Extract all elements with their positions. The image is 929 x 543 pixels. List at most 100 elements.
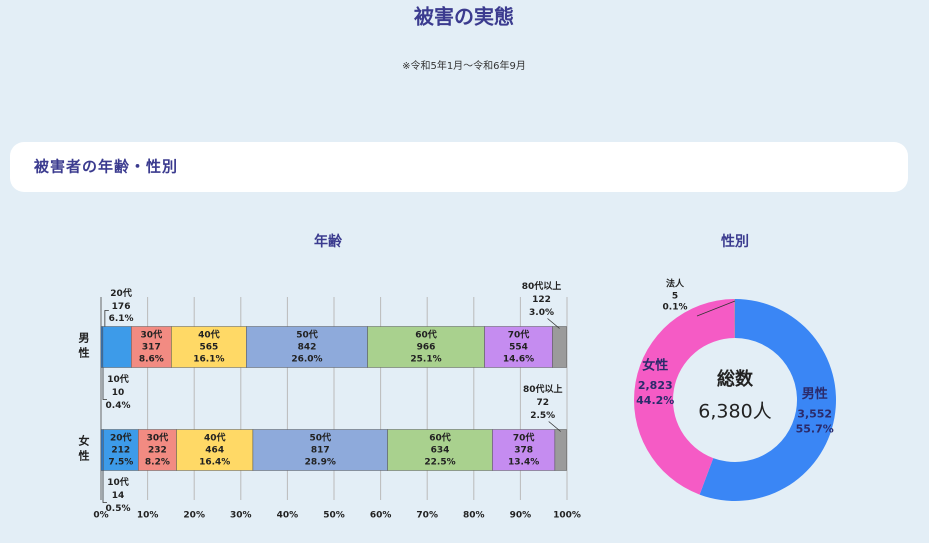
bar-segment [138,429,177,471]
segment-percent: 28.9% [305,458,336,468]
bar-segment [103,429,139,471]
leader-line [547,318,560,329]
slice-percent: 55.7% [796,422,834,435]
segment-percent: 13.4% [508,458,539,468]
segment-name: 20代 [110,432,132,444]
x-tick-label: 70% [416,511,438,521]
segment-percent: 2.5% [530,411,555,421]
x-tick-label: 90% [510,511,532,521]
category-label: 男性 [77,332,90,362]
segment-percent: 26.0% [291,355,322,365]
segment-percent: 6.1% [109,314,134,324]
leader-line [102,470,107,503]
segment-percent: 0.4% [106,401,131,411]
segment-count: 817 [311,446,330,456]
segment-count: 122 [532,295,551,305]
donut-slice [699,299,836,501]
slice-count: 3,552 [797,407,832,420]
bar-segment [484,326,553,368]
slice-name: 男性 [802,386,828,402]
segment-name: 50代 [309,432,331,444]
bar-segment [246,326,368,368]
slice-count: 5 [672,292,678,302]
segment-percent: 22.5% [424,458,455,468]
x-tick-label: 10% [137,511,159,521]
segment-count: 842 [298,343,317,353]
segment-name: 50代 [296,329,318,341]
x-tick-label: 100% [553,511,581,521]
segment-percent: 14.6% [503,355,534,365]
segment-count: 378 [514,446,533,456]
segment-percent: 25.1% [410,355,441,365]
segment-name: 70代 [513,432,535,444]
segment-count: 176 [112,302,131,312]
bar-segment [176,429,254,471]
segment-count: 464 [205,446,224,456]
segment-name: 60代 [429,432,451,444]
bar-segment [387,429,493,471]
bar-segment [100,326,104,368]
x-tick-label: 40% [277,511,299,521]
slice-percent: 0.1% [663,303,688,313]
segment-count: 212 [111,446,130,456]
segment-count: 565 [199,343,218,353]
x-tick-label: 30% [230,511,252,521]
x-tick-label: 50% [323,511,345,521]
x-tick-label: 60% [370,511,392,521]
segment-name: 70代 [508,329,530,341]
segment-count: 10 [112,388,125,398]
period-note: ※令和5年1月～令和6年9月 [402,59,526,72]
chart-title: 性別 [721,233,749,250]
slice-count: 2,823 [638,379,673,392]
leader-line [548,421,561,432]
section-title: 被害者の年齢・性別 [34,158,178,176]
leader-line [696,300,736,317]
segment-name: 20代 [110,287,132,299]
bar-segment [100,429,104,471]
section-box [10,142,908,192]
bar-segment [102,326,132,368]
segment-count: 14 [112,491,125,501]
slice-percent: 44.2% [636,394,674,407]
segment-name: 80代以上 [522,280,562,292]
segment-percent: 8.2% [145,458,170,468]
segment-percent: 16.1% [193,355,224,365]
page-title: 被害の実態 [414,5,514,29]
segment-count: 966 [417,343,436,353]
segment-count: 634 [431,446,450,456]
segment-count: 72 [536,398,549,408]
segment-name: 30代 [147,432,169,444]
bar-segment [131,326,172,368]
segment-name: 80代以上 [523,383,563,395]
segment-name: 40代 [204,432,226,444]
bar-segment [252,429,388,471]
segment-percent: 3.0% [529,308,554,318]
segment-percent: 0.5% [106,504,131,514]
donut-slice [633,299,735,495]
slice-name: 女性 [642,357,668,373]
center-title: 総数 [717,368,754,390]
slice-name: 法人 [666,278,685,290]
x-tick-label: 0% [93,511,108,521]
segment-percent: 7.5% [108,458,133,468]
bar-segment [552,326,567,368]
leader-line [102,367,107,400]
segment-name: 10代 [107,373,129,385]
x-tick-label: 80% [463,511,485,521]
category-label: 女性 [77,434,90,465]
segment-name: 60代 [415,329,437,341]
leader-line [104,310,109,327]
bar-segment [492,429,556,471]
chart-title: 年齢 [314,233,343,250]
x-tick-label: 20% [183,511,205,521]
segment-percent: 8.6% [139,355,164,365]
segment-name: 40代 [198,329,220,341]
center-value: 6,380人 [698,401,771,423]
segment-count: 232 [148,446,167,456]
donut-slice [734,299,735,339]
segment-percent: 16.4% [199,458,230,468]
segment-count: 554 [509,343,528,353]
bar-segment [367,326,485,368]
segment-name: 30代 [141,329,163,341]
segment-name: 10代 [107,476,129,488]
